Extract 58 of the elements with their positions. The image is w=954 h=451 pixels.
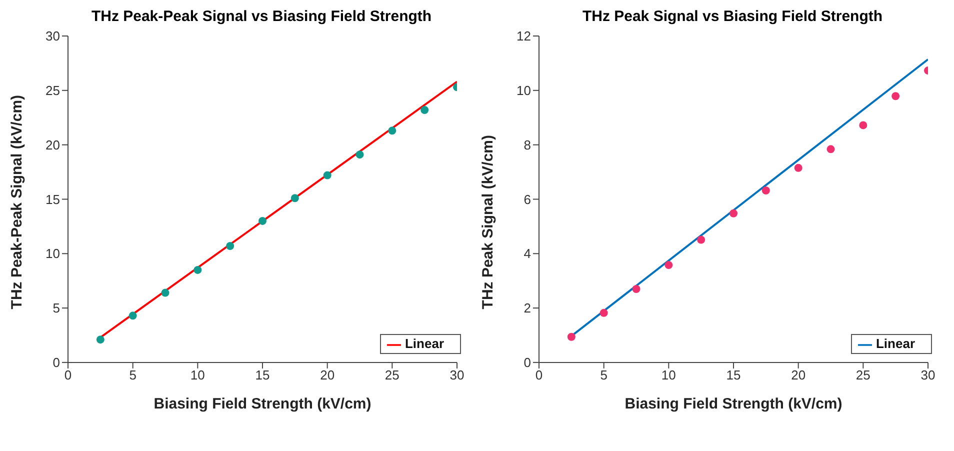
point (388, 126, 396, 135)
y-tick-label: 10 (516, 83, 531, 98)
point (826, 145, 835, 154)
y-tick-label: 0 (524, 355, 531, 370)
x-tick-label: 20 (791, 368, 806, 383)
y-tick-label: 30 (46, 28, 60, 44)
point (258, 216, 266, 225)
point (226, 242, 234, 250)
chart-title: THz Peak-Peak Signal vs Biasing Field Strength (90, 8, 433, 26)
x-tick-label: 15 (255, 368, 270, 383)
y-tick-label: 25 (46, 83, 60, 98)
y-axis-title: THz Peak Signal (kV/cm) (479, 134, 496, 310)
legend-label: Linear (404, 336, 444, 352)
y-tick-label: 4 (524, 246, 531, 262)
y-tick-label: 10 (46, 246, 60, 262)
y-tick-label: 15 (46, 192, 60, 207)
point (128, 312, 137, 320)
y-tick-label: 6 (524, 192, 531, 207)
x-axis-title: Biasing Field Strength (kV/cm) (624, 395, 842, 412)
x-tick-label: 5 (129, 368, 136, 383)
point (730, 209, 738, 218)
point (664, 261, 673, 270)
y-tick-label: 0 (52, 355, 60, 370)
x-tick-label: 25 (856, 368, 870, 383)
chart-title: THz Peak Signal vs Biasing Field Strength (581, 8, 884, 26)
point (859, 121, 868, 130)
point (356, 150, 364, 159)
point (697, 236, 706, 244)
point (96, 336, 104, 344)
point (600, 308, 608, 317)
x-tick-label: 0 (535, 368, 543, 383)
y-tick-label: 8 (524, 137, 531, 152)
x-tick-label: 10 (661, 368, 676, 383)
point (762, 186, 770, 195)
y-axis-title: THz Peak-Peak Signal (kV/cm) (8, 94, 26, 310)
x-tick-label: 20 (320, 368, 335, 383)
x-axis-title: Biasing Field Strength (kV/cm) (154, 395, 372, 412)
point (290, 194, 299, 202)
point (420, 106, 429, 114)
x-tick-label: 30 (450, 368, 464, 383)
point (323, 171, 332, 180)
x-tick-label: 0 (64, 368, 72, 383)
legend-label: Linear (876, 336, 915, 352)
x-tick-label: 15 (726, 368, 741, 383)
y-tick-label: 20 (46, 137, 60, 152)
point (632, 284, 640, 293)
x-tick-label: 10 (190, 368, 205, 383)
x-tick-label: 30 (920, 368, 936, 383)
x-tick-label: 25 (384, 368, 400, 383)
point (194, 266, 202, 274)
y-tick-label: 12 (516, 28, 531, 44)
point (567, 332, 576, 341)
point (161, 288, 170, 297)
y-tick-label: 2 (524, 300, 531, 316)
point (794, 164, 802, 172)
x-tick-label: 5 (600, 368, 608, 383)
y-tick-label: 5 (52, 300, 60, 316)
point (892, 92, 900, 100)
